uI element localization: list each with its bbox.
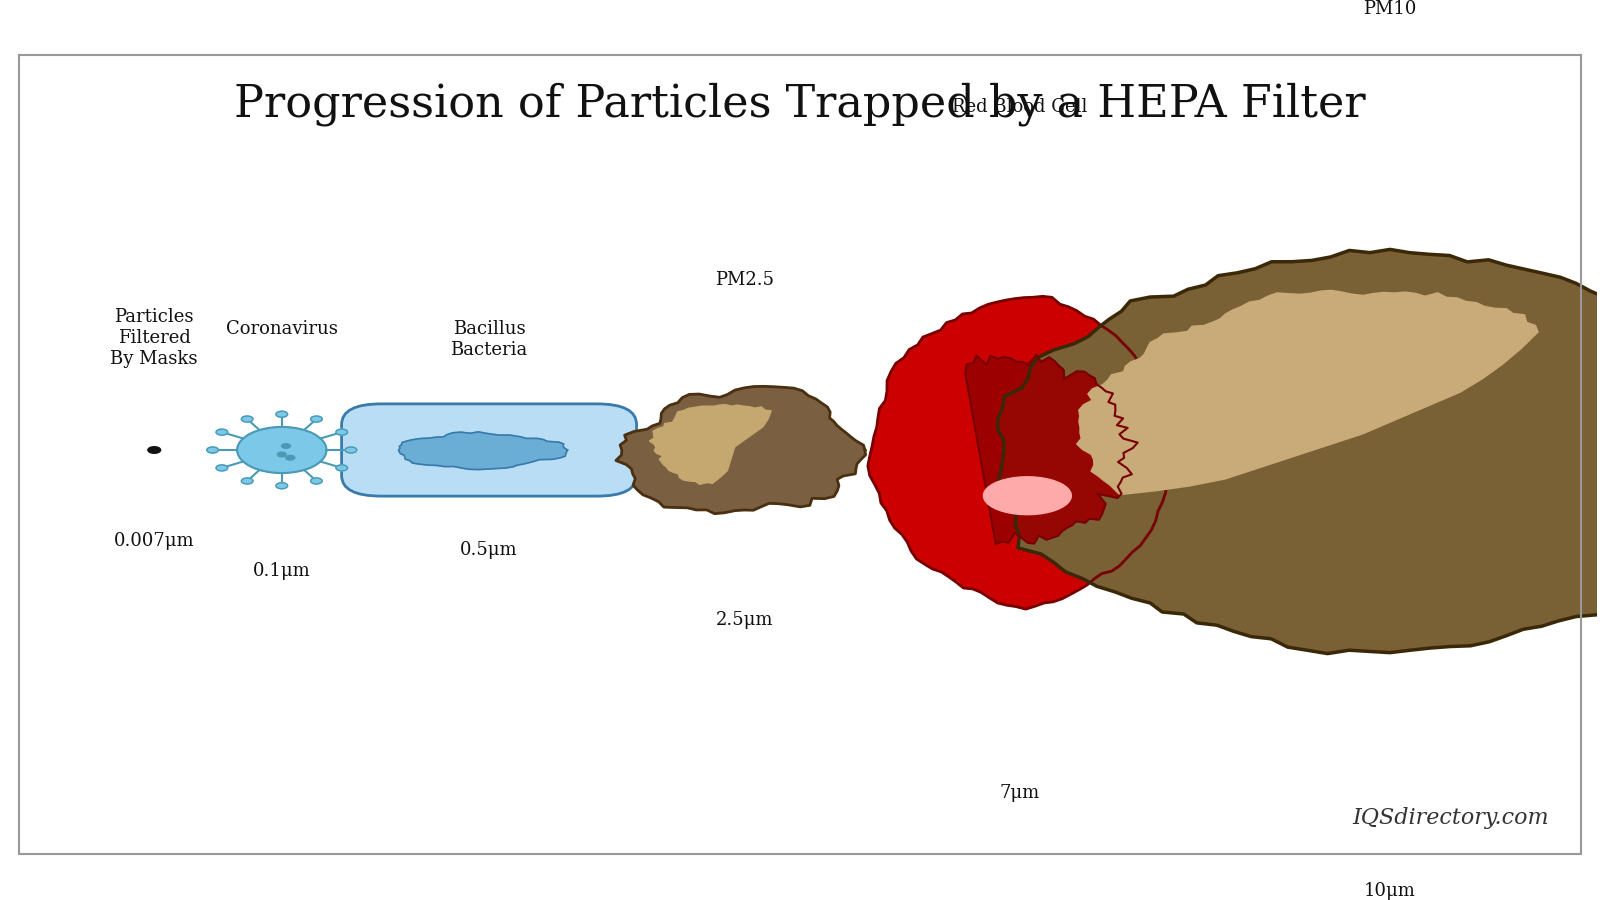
Polygon shape	[984, 477, 1072, 515]
Circle shape	[242, 478, 253, 484]
Text: Red Blood Cell: Red Blood Cell	[952, 98, 1088, 116]
Circle shape	[277, 452, 286, 457]
Circle shape	[346, 447, 357, 453]
Circle shape	[277, 411, 288, 418]
FancyBboxPatch shape	[341, 404, 637, 496]
Circle shape	[216, 429, 227, 435]
Polygon shape	[398, 432, 568, 470]
Circle shape	[282, 444, 291, 448]
Text: 2.5μm: 2.5μm	[715, 610, 773, 628]
Polygon shape	[965, 355, 1138, 544]
Circle shape	[277, 482, 288, 489]
Circle shape	[336, 465, 347, 471]
Circle shape	[147, 446, 160, 454]
Circle shape	[310, 478, 322, 484]
Circle shape	[206, 447, 219, 453]
Text: 7μm: 7μm	[1000, 784, 1040, 802]
Polygon shape	[616, 386, 866, 514]
Circle shape	[286, 455, 294, 460]
Text: Bacillus
Bacteria: Bacillus Bacteria	[451, 320, 528, 358]
Text: 0.007μm: 0.007μm	[114, 533, 195, 551]
Text: Coronavirus: Coronavirus	[226, 320, 338, 338]
Text: Progression of Particles Trapped by a HEPA Filter: Progression of Particles Trapped by a HE…	[234, 82, 1366, 126]
Polygon shape	[867, 296, 1171, 609]
Polygon shape	[997, 249, 1600, 653]
Text: PM10: PM10	[1363, 0, 1416, 17]
Text: 10μm: 10μm	[1365, 883, 1416, 900]
Circle shape	[216, 465, 227, 471]
Text: Particles
Filtered
By Masks: Particles Filtered By Masks	[110, 308, 198, 367]
Circle shape	[242, 416, 253, 422]
Text: IQSdirectory.com: IQSdirectory.com	[1352, 807, 1549, 829]
Text: PM2.5: PM2.5	[715, 272, 774, 290]
Polygon shape	[1077, 291, 1538, 495]
Text: 0.5μm: 0.5μm	[461, 542, 518, 560]
Circle shape	[237, 427, 326, 473]
Circle shape	[310, 416, 322, 422]
Circle shape	[336, 429, 347, 435]
Text: 0.1μm: 0.1μm	[253, 562, 310, 580]
Polygon shape	[650, 405, 771, 484]
